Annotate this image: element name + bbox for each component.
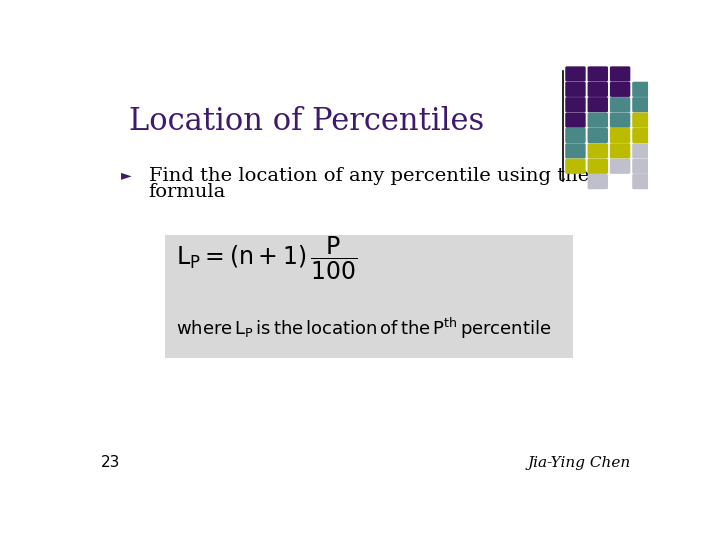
- FancyBboxPatch shape: [588, 112, 608, 128]
- FancyBboxPatch shape: [565, 159, 585, 174]
- Text: $\mathsf{L_P = (n+1)\,\dfrac{P}{100}}$: $\mathsf{L_P = (n+1)\,\dfrac{P}{100}}$: [176, 234, 358, 282]
- Text: Jia-Ying Chen: Jia-Ying Chen: [528, 456, 631, 470]
- FancyBboxPatch shape: [588, 143, 608, 158]
- Text: ►: ►: [121, 168, 132, 182]
- Text: 23: 23: [101, 455, 120, 470]
- FancyBboxPatch shape: [654, 143, 675, 158]
- FancyBboxPatch shape: [565, 128, 585, 143]
- Text: $\mathsf{where\,L_P\,is\,the\,location\,of\,the\,P^{th}\,percentile}$: $\mathsf{where\,L_P\,is\,the\,location\,…: [176, 316, 552, 341]
- FancyBboxPatch shape: [632, 97, 652, 112]
- FancyBboxPatch shape: [610, 128, 630, 143]
- FancyBboxPatch shape: [610, 159, 630, 174]
- FancyBboxPatch shape: [565, 82, 585, 97]
- FancyBboxPatch shape: [654, 128, 675, 143]
- FancyBboxPatch shape: [610, 97, 630, 112]
- FancyBboxPatch shape: [588, 66, 608, 82]
- FancyBboxPatch shape: [565, 112, 585, 128]
- FancyBboxPatch shape: [610, 82, 630, 97]
- Text: formula: formula: [148, 183, 226, 201]
- FancyBboxPatch shape: [632, 82, 652, 97]
- FancyBboxPatch shape: [654, 112, 675, 128]
- FancyBboxPatch shape: [166, 235, 572, 358]
- Text: Location of Percentiles: Location of Percentiles: [129, 106, 485, 137]
- FancyBboxPatch shape: [632, 112, 652, 128]
- FancyBboxPatch shape: [565, 66, 585, 82]
- FancyBboxPatch shape: [588, 174, 608, 189]
- FancyBboxPatch shape: [632, 143, 652, 158]
- FancyBboxPatch shape: [632, 159, 652, 174]
- FancyBboxPatch shape: [588, 82, 608, 97]
- Text: Find the location of any percentile using the: Find the location of any percentile usin…: [148, 167, 589, 185]
- FancyBboxPatch shape: [588, 128, 608, 143]
- FancyBboxPatch shape: [610, 143, 630, 158]
- FancyBboxPatch shape: [610, 112, 630, 128]
- FancyBboxPatch shape: [588, 97, 608, 112]
- FancyBboxPatch shape: [632, 174, 652, 189]
- FancyBboxPatch shape: [565, 143, 585, 158]
- FancyBboxPatch shape: [565, 97, 585, 112]
- FancyBboxPatch shape: [610, 66, 630, 82]
- FancyBboxPatch shape: [654, 97, 675, 112]
- FancyBboxPatch shape: [632, 128, 652, 143]
- FancyBboxPatch shape: [588, 159, 608, 174]
